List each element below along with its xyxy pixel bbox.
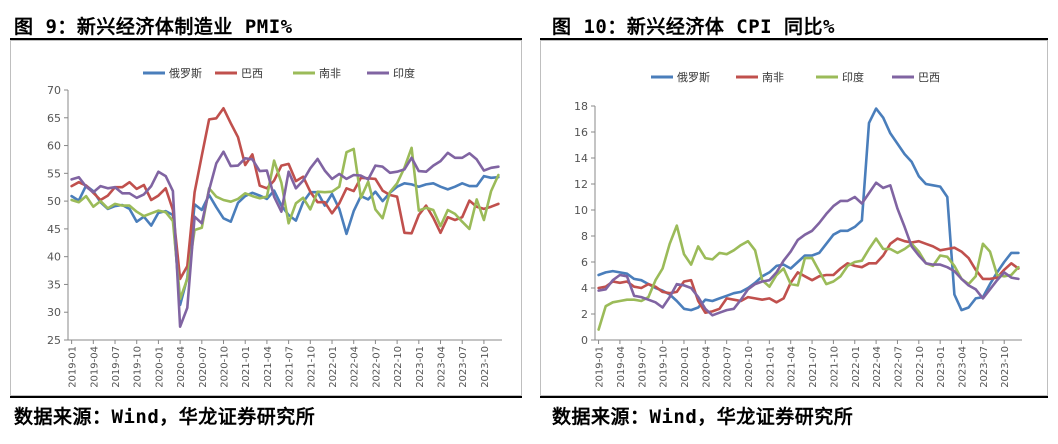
x-tick-label: 2021-07 [808,346,819,388]
y-tick-label: 0 [581,334,588,347]
x-tick-label: 2022-07 [893,346,904,388]
x-tick-label: 2019-10 [659,346,670,388]
legend-label: 巴西 [241,67,263,80]
y-tick-label: 12 [574,178,588,191]
x-tick-label: 2019-10 [133,346,144,388]
x-tick-label: 2019-04 [616,346,627,388]
x-tick-label: 2021-10 [306,346,317,388]
series-line [70,150,500,329]
y-tick-label: 35 [47,278,61,291]
x-tick-label: 2020-07 [723,346,734,388]
x-tick-label: 2023-07 [458,346,469,388]
x-tick-label: 2021-01 [765,346,776,388]
x-tick-label: 2022-10 [915,346,926,388]
y-tick-label: 14 [574,152,588,165]
x-tick-label: 2023-10 [1000,346,1011,388]
x-tick-label: 2019-07 [637,346,648,388]
x-tick-label: 2021-04 [263,346,274,388]
y-tick-label: 10 [574,204,588,217]
x-tick-label: 2022-01 [328,346,339,388]
x-tick-label: 2022-07 [371,346,382,388]
x-tick-label: 2020-04 [176,346,187,388]
left-source-rule [10,396,522,398]
y-tick-label: 16 [574,126,588,139]
y-tick-label: 45 [47,223,61,236]
series-line [597,237,1020,315]
legend-label: 俄罗斯 [169,67,202,80]
left-title-rule [10,38,522,40]
legend-label: 巴西 [918,71,940,84]
left-panel-title: 图 9：新兴经济体制造业 PMI% [14,16,293,38]
right-panel-source: 数据来源：Wind，华龙证券研究所 [552,406,854,428]
legend-label: 南非 [762,71,784,84]
y-tick-label: 8 [581,230,588,243]
pmi-chart: 25 30 35 40 45 50 55 60 65 70 2019-01 2019-04 2019-0… [47,66,502,388]
right-title-rule [540,38,1048,40]
x-tick-label: 2022-01 [851,346,862,388]
y-tick-label: 2 [581,308,588,321]
x-tick-label: 2023-07 [979,346,990,388]
series-line [597,107,1020,312]
y-tick-label: 6 [581,256,588,269]
x-tick-label: 2019-01 [68,346,79,388]
x-tick-label: 2022-04 [872,346,883,388]
y-tick-label: 50 [47,195,61,208]
y-tick-label: 70 [47,84,61,97]
right-chart-frame [540,40,1048,396]
x-tick-label: 2023-01 [415,346,426,388]
x-tick-label: 2020-10 [220,346,231,388]
x-tick-label: 2020-04 [701,346,712,388]
x-tick-label: 2023-04 [437,346,448,388]
legend: 俄罗斯 巴西 南非 印度 [143,66,415,80]
x-tick-label: 2021-01 [241,346,252,388]
x-tick-label: 2022-10 [393,346,404,388]
x-tick-label: 2022-04 [350,346,361,388]
y-tick-label: 4 [581,282,588,295]
x-tick-label: 2019-01 [595,346,606,388]
y-tick-label: 18 [574,100,588,113]
legend-label: 俄罗斯 [677,71,710,84]
legend-label: 南非 [319,67,341,80]
legend-label: 印度 [393,66,415,80]
right-panel-title: 图 10：新兴经济体 CPI 同比% [552,16,835,38]
series-line [70,146,500,301]
x-tick-label: 2023-01 [936,346,947,388]
cpi-chart: 0 2 4 6 8 10 12 14 16 18 2019-01 2019-04 2019-07 2019… [574,70,1022,388]
y-tick-label: 65 [47,112,61,125]
legend-label: 印度 [842,70,864,84]
x-tick-label: 2023-10 [480,346,491,388]
y-tick-label: 60 [47,140,61,153]
x-tick-label: 2021-04 [787,346,798,388]
x-tick-label: 2020-07 [198,346,209,388]
left-panel-source: 数据来源：Wind，华龙证券研究所 [14,406,316,428]
series-line [597,181,1020,317]
y-tick-label: 40 [47,251,61,264]
y-tick-label: 25 [47,334,61,347]
x-tick-label: 2020-10 [744,346,755,388]
left-chart-frame [10,40,522,396]
legend: 俄罗斯 南非 印度 巴西 [651,70,940,84]
series-line [597,224,1020,331]
x-tick-label: 2019-04 [89,346,100,388]
right-source-rule [540,396,1048,398]
x-tick-label: 2021-07 [285,346,296,388]
y-tick-label: 30 [47,306,61,319]
x-tick-label: 2021-10 [829,346,840,388]
x-tick-label: 2020-01 [154,346,165,388]
y-tick-label: 55 [47,167,61,180]
x-tick-label: 2020-01 [680,346,691,388]
x-tick-label: 2019-07 [111,346,122,388]
x-tick-label: 2023-04 [958,346,969,388]
